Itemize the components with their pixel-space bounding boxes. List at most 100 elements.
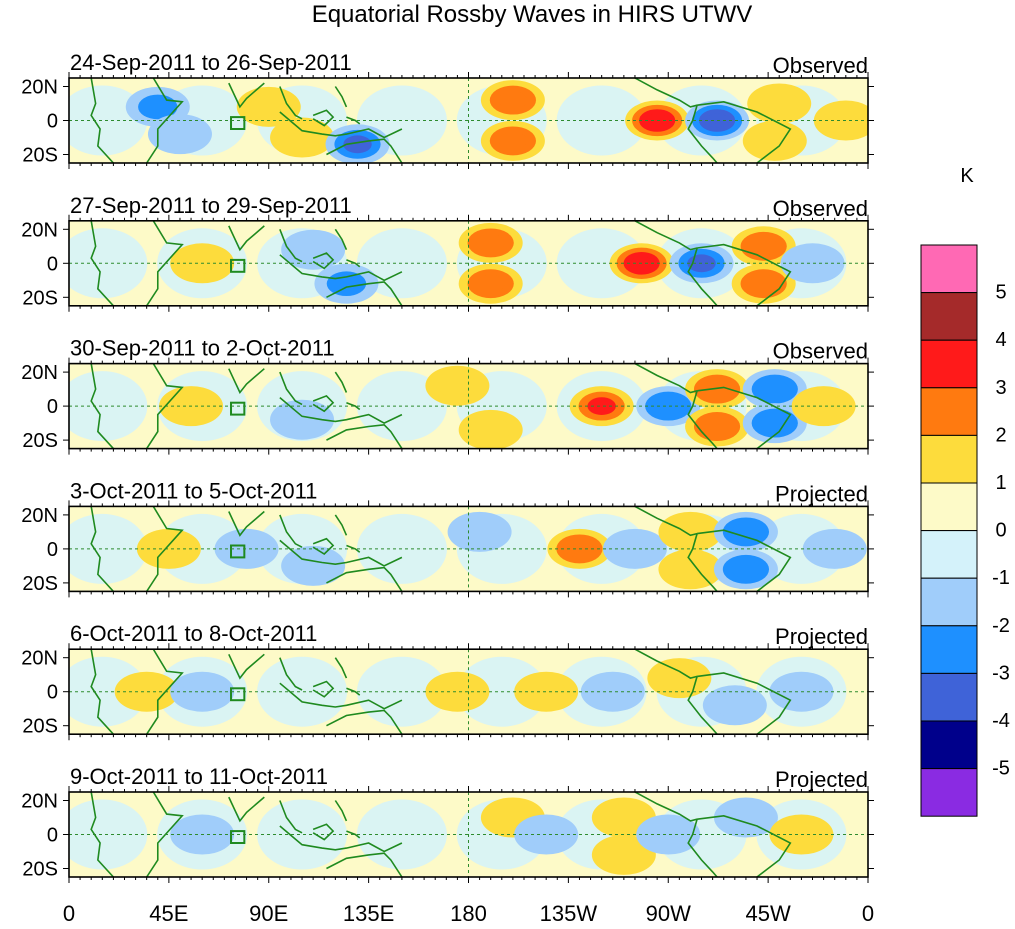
coastline-segment xyxy=(279,539,403,567)
anomaly-cell xyxy=(792,250,833,276)
anomaly-cell xyxy=(326,271,367,297)
coastline-segment xyxy=(334,514,348,536)
panel-2: 20N 0 20S 27-Sep-2011 to 29-Sep-2011 Observe… xyxy=(21,193,874,312)
coastline-segment xyxy=(634,649,698,679)
region-box xyxy=(230,687,246,702)
colorbar-swatch xyxy=(920,292,978,341)
panel-date-range: 9-Oct-2011 to 11-Oct-2011 xyxy=(70,764,328,789)
colorbar-swatch xyxy=(920,625,978,674)
colorbar-swatch xyxy=(920,768,978,817)
anomaly-cell xyxy=(731,560,761,579)
coastline-outline xyxy=(90,220,792,306)
x-tick-label: 0 xyxy=(862,901,874,924)
y-tick-label: 20N xyxy=(21,648,58,670)
x-tick-label: 180 xyxy=(450,901,487,924)
coastline-segment xyxy=(697,243,792,306)
y-tick-label: 20N xyxy=(21,219,58,241)
anomaly-cell xyxy=(749,237,778,256)
background-band xyxy=(257,656,348,727)
y-tick-label: 20N xyxy=(21,362,58,384)
anomaly-cell xyxy=(282,125,322,150)
colorbar-swatch xyxy=(920,434,978,484)
coastline-segment xyxy=(697,672,792,735)
coastline-segment xyxy=(312,823,335,841)
panels-group: 20N 0 20S 24-Sep-2011 to 26-Sep-2011 Observe… xyxy=(21,50,874,883)
colorbar-level-label: 1 xyxy=(995,472,1006,494)
colorbar-level-label: 2 xyxy=(995,424,1006,446)
coastline-segment xyxy=(146,363,184,449)
anomaly-field xyxy=(69,365,856,449)
coastline-outline xyxy=(90,78,792,163)
coastline-segment xyxy=(687,247,718,306)
y-tick-label: 0 xyxy=(47,682,58,704)
y-tick-label: 0 xyxy=(47,111,58,133)
coastline-segment xyxy=(326,138,403,163)
anomaly-cell xyxy=(702,380,732,398)
y-tick-label: 20S xyxy=(22,287,58,309)
anomaly-cell xyxy=(659,665,700,691)
coastline-segment xyxy=(146,792,184,877)
coastline-segment xyxy=(146,78,184,163)
y-tick-label: 0 xyxy=(47,539,58,561)
coastline-segment xyxy=(146,649,184,735)
anomaly-cell xyxy=(587,397,616,415)
coastline-segment xyxy=(312,680,335,698)
panel-date-range: 30-Sep-2011 to 2-Oct-2011 xyxy=(70,336,335,361)
anomaly-cell xyxy=(654,397,683,415)
coastline-segment xyxy=(279,800,303,834)
region-box xyxy=(230,830,246,844)
panel-4: 20N 0 20S 3-Oct-2011 to 5-Oct-2011 Projected xyxy=(21,478,874,598)
colorbar-swatch xyxy=(920,577,978,627)
anomaly-cell xyxy=(160,121,200,147)
coastline-segment xyxy=(279,371,303,406)
anomaly-cell xyxy=(670,556,711,582)
coastline-segment xyxy=(279,86,303,120)
coastline-segment xyxy=(634,506,698,537)
coastline-segment xyxy=(687,104,718,163)
panel-5: 20N 0 20S 6-Oct-2011 to 8-Oct-2011 Projected xyxy=(21,621,874,741)
panel-date-range: 27-Sep-2011 to 29-Sep-2011 xyxy=(70,193,352,218)
anomaly-cell xyxy=(282,407,322,433)
coastline-segment xyxy=(326,423,403,449)
anomaly-cell xyxy=(498,91,528,109)
y-tick-label: 20N xyxy=(21,791,58,813)
y-tick-label: 20S xyxy=(22,430,58,452)
y-tick-label: 20N xyxy=(21,77,58,99)
colorbar: K 5 4 3 2 1 0 -1 -2 -3 -4 -5 xyxy=(920,165,1010,817)
coastline-outline xyxy=(90,363,792,449)
chart-title: Equatorial Rossby Waves in HIRS UTWV xyxy=(312,1,753,28)
anomaly-cell xyxy=(755,128,795,154)
panel-type-label: Observed xyxy=(773,196,868,221)
anomaly-cell xyxy=(476,234,505,252)
anomaly-cell xyxy=(648,822,688,847)
coastline-segment xyxy=(228,82,265,109)
coastline-segment xyxy=(687,818,718,877)
background-band xyxy=(257,799,348,870)
y-tick-label: 20S xyxy=(22,573,58,595)
colorbar-swatch xyxy=(920,339,978,389)
coastline-segment xyxy=(146,506,184,592)
coastline-segment xyxy=(279,111,403,139)
y-tick-label: 20S xyxy=(22,716,58,738)
coastline-segment xyxy=(90,792,114,877)
anomaly-field xyxy=(69,797,847,875)
anomaly-cell xyxy=(293,237,333,263)
coastline-segment xyxy=(312,537,335,556)
coastline-segment xyxy=(346,401,361,411)
coastline-segment xyxy=(346,116,361,125)
coastline-segment xyxy=(697,814,792,877)
coastline-segment xyxy=(90,649,114,735)
coastline-segment xyxy=(228,653,265,680)
anomaly-field xyxy=(69,656,847,727)
region-box xyxy=(230,116,246,130)
colorbar-swatch xyxy=(920,672,978,722)
anomaly-field xyxy=(69,80,868,163)
panel-date-range: 6-Oct-2011 to 8-Oct-2011 xyxy=(70,621,317,646)
colorbar-level-label: -4 xyxy=(992,710,1010,732)
coastline-segment xyxy=(346,544,361,553)
coastline-segment xyxy=(279,396,403,424)
panel-type-label: Projected xyxy=(775,481,868,506)
y-tick-label: 20N xyxy=(21,505,58,527)
coastline-segment xyxy=(687,390,718,449)
